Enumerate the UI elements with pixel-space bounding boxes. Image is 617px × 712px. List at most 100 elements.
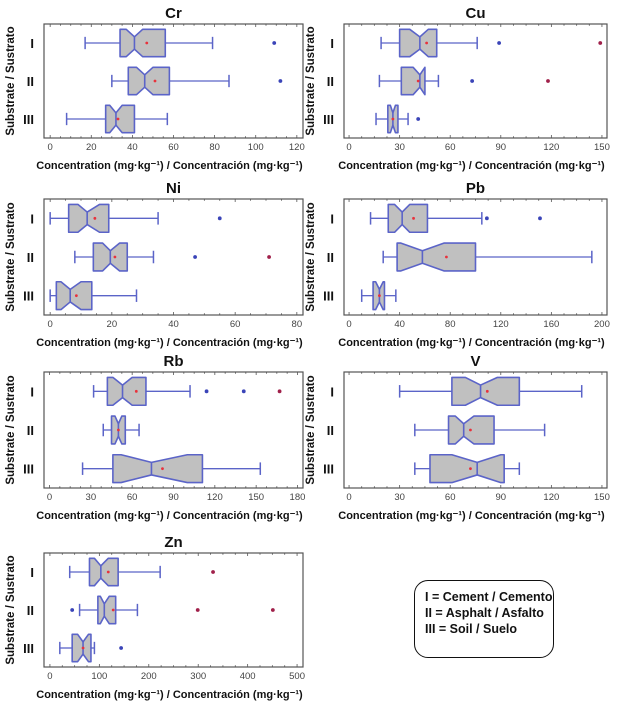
outlier-point: [470, 79, 475, 83]
box-ii: [414, 415, 546, 445]
x-tick-label: 0: [47, 671, 52, 682]
category-label-ii: II: [27, 423, 34, 438]
notched-box: [104, 104, 136, 134]
x-tick-label: 80: [292, 319, 303, 330]
category-label-iii: III: [323, 289, 334, 304]
legend-line-cement: I = Cement / Cemento: [425, 590, 553, 604]
mean-marker: [74, 294, 78, 298]
x-tick-label: 100: [91, 671, 107, 682]
far-outlier-point: [270, 608, 275, 612]
mean-marker: [416, 79, 420, 83]
outlier-point: [497, 41, 502, 45]
x-tick-label: 30: [394, 142, 405, 153]
mean-marker: [161, 467, 164, 471]
outlier-point: [538, 216, 542, 221]
chart-title: Ni: [166, 180, 181, 197]
category-label-i: I: [30, 565, 34, 580]
box-i: [49, 203, 222, 234]
y-axis-label: Substrate / Sustrato: [5, 375, 17, 484]
x-tick-label: 0: [346, 492, 351, 503]
x-axis-label: Concentration (mg·kg⁻¹) / Concentración …: [338, 510, 605, 522]
category-label-iii: III: [23, 112, 34, 127]
far-outlier-point: [211, 570, 215, 574]
outlier-point: [278, 79, 283, 83]
x-tick-label: 80: [445, 319, 456, 330]
box-ii: [382, 242, 593, 272]
notched-box: [451, 376, 521, 407]
mean-marker: [469, 428, 472, 432]
far-outlier-point: [195, 608, 200, 612]
box-i: [68, 557, 215, 587]
x-tick-label: 0: [48, 319, 53, 330]
x-axis-label: Concentration (mg·kg⁻¹) / Concentración …: [36, 510, 303, 522]
x-tick-label: 90: [495, 492, 506, 503]
notched-box: [67, 203, 110, 234]
x-tick-label: 0: [47, 492, 52, 503]
far-outlier-point: [267, 255, 271, 259]
x-tick-label: 0: [48, 142, 53, 153]
box-iii: [81, 453, 262, 484]
box-i: [380, 28, 603, 58]
x-tick-label: 0: [346, 319, 351, 330]
panel-ni: Ni 0 20 40 60 80 Concentration (mg·kg⁻¹) / Con…: [5, 180, 304, 349]
x-tick-label: 150: [594, 492, 610, 503]
outlier-point: [193, 255, 197, 259]
mean-marker: [111, 608, 115, 612]
x-tick-label: 120: [207, 492, 223, 503]
category-label-i: I: [30, 211, 34, 226]
x-tick-label: 90: [168, 492, 179, 503]
x-tick-label: 40: [394, 319, 405, 330]
category-label-iii: III: [23, 289, 34, 304]
outlier-point: [241, 389, 246, 394]
notched-box: [55, 280, 93, 311]
mean-marker: [113, 255, 117, 259]
y-axis-label: Substrate / Sustrato: [305, 202, 317, 311]
legend-box: I = Cement / Cemento II = Asphalt / Asfa…: [414, 580, 554, 658]
x-tick-label: 500: [289, 671, 305, 682]
box-i: [398, 376, 583, 407]
box-iii: [65, 104, 169, 134]
category-label-iii: III: [323, 462, 334, 477]
chart-title: Pb: [466, 180, 485, 197]
box-iii: [375, 104, 421, 134]
x-tick-label: 100: [248, 142, 264, 153]
notched-box: [97, 595, 117, 625]
chart-title: Cr: [165, 5, 182, 22]
category-label-i: I: [330, 211, 334, 226]
x-tick-label: 30: [86, 492, 97, 503]
notched-box: [387, 203, 429, 234]
box-ii: [111, 66, 283, 96]
category-label-i: I: [330, 384, 334, 399]
category-label-ii: II: [327, 250, 334, 265]
x-tick-label: 40: [127, 142, 138, 153]
category-label-i: I: [30, 384, 34, 399]
mean-marker: [425, 41, 429, 45]
box-ii: [102, 415, 140, 445]
category-label-iii: III: [23, 462, 34, 477]
category-label-i: I: [330, 36, 334, 51]
x-tick-label: 200: [594, 319, 610, 330]
y-axis-label: Substrate / Sustrato: [5, 26, 17, 135]
x-axis-label: Concentration (mg·kg⁻¹) / Concentración …: [36, 689, 303, 701]
y-axis-label: Substrate / Sustrato: [5, 555, 17, 664]
mean-marker: [81, 646, 85, 650]
panel-v: V 0 30 60 90 120 150 Concentration (mg·kg⁻¹) / …: [305, 353, 610, 522]
x-tick-label: 150: [594, 142, 610, 153]
x-tick-label: 400: [240, 671, 256, 682]
notched-box: [88, 557, 119, 587]
legend-line-asphalt: II = Asphalt / Asfalto: [425, 606, 544, 620]
x-tick-label: 20: [107, 319, 118, 330]
notched-box: [398, 28, 438, 58]
chart-title: V: [470, 353, 480, 370]
mean-marker: [153, 79, 157, 83]
box-iii: [49, 280, 138, 311]
outlier-point: [272, 41, 277, 45]
mean-marker: [378, 294, 381, 298]
far-outlier-point: [546, 79, 550, 83]
x-tick-label: 160: [543, 319, 559, 330]
far-outlier-point: [598, 41, 603, 45]
x-axis-label: Concentration (mg·kg⁻¹) / Concentración …: [36, 160, 303, 172]
category-label-ii: II: [27, 74, 34, 89]
outlier-point: [204, 389, 209, 394]
mean-marker: [116, 428, 120, 432]
